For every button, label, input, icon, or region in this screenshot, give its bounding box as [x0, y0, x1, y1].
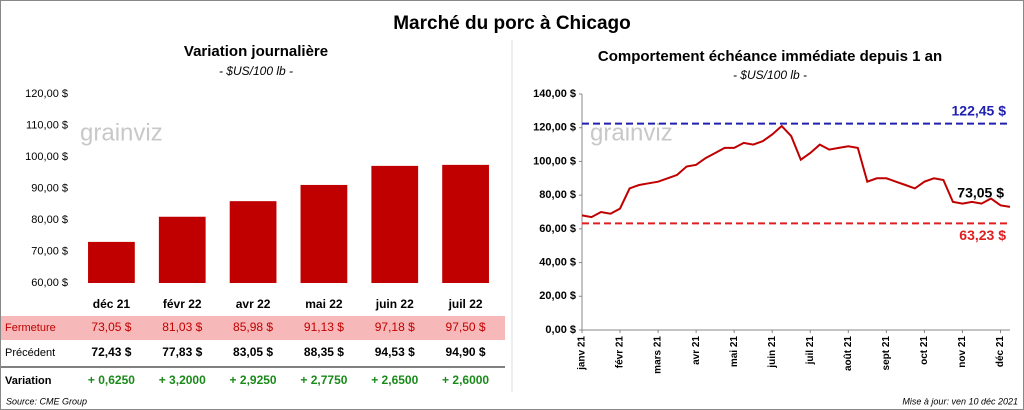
page-title: Marché du porc à Chicago: [393, 13, 631, 34]
updated: Mise à jour: ven 10 déc 2021: [902, 396, 1018, 406]
x-tick-label: mai 22: [305, 297, 343, 311]
x-tick-label: févr 21: [615, 336, 626, 369]
row-label: Précédent: [5, 347, 55, 359]
x-tick-label: févr 22: [163, 297, 202, 311]
table-cell: 77,83 $: [162, 345, 202, 359]
value-label: 91,13 $: [304, 320, 344, 334]
y-tick-label: 80,00 $: [31, 214, 68, 226]
value-label: 73,05 $: [91, 320, 131, 334]
table-cell: + 2,6500: [371, 373, 418, 387]
table-cell: + 2,9250: [230, 373, 277, 387]
bar: [88, 241, 135, 283]
y-tick-label: 70,00 $: [31, 245, 68, 257]
fermeture-row: [1, 316, 505, 340]
source: Source: CME Group: [6, 396, 87, 406]
price-line: [581, 124, 1011, 219]
bar: [158, 216, 206, 283]
x-tick-label: nov 21: [957, 336, 968, 368]
annotation: 73,05 $: [957, 185, 1004, 201]
y-tick-label: 90,00 $: [31, 182, 68, 194]
y-tick-label: 110,00 $: [26, 119, 68, 131]
y-tick-label: 40,00 $: [539, 256, 576, 268]
table-cell: + 3,2000: [159, 373, 206, 387]
watermark: grainviz: [80, 119, 163, 146]
x-tick-label: déc 21: [995, 336, 1006, 368]
y-tick-label: 100,00 $: [533, 155, 576, 167]
row-label: Variation: [5, 375, 52, 387]
table-cell: + 2,7750: [300, 373, 347, 387]
bar: [371, 165, 419, 283]
x-tick-label: avr 21: [691, 336, 702, 365]
value-label: 97,50 $: [446, 320, 486, 334]
y-tick-label: 120,00 $: [533, 122, 576, 134]
x-tick-label: mars 21: [653, 336, 664, 374]
reference-label: 122,45 $: [952, 102, 1007, 118]
reference-label: 63,23 $: [959, 227, 1006, 243]
table-cell: 94,90 $: [446, 345, 486, 359]
y-tick-label: 60,00 $: [31, 277, 68, 289]
x-tick-label: janv 21: [577, 336, 588, 371]
table-cell: + 0,6250: [88, 373, 135, 387]
x-tick-label: mai 21: [729, 336, 740, 368]
bar: [442, 164, 489, 283]
x-tick-label: juil 21: [805, 336, 816, 366]
x-tick-label: juil 22: [448, 297, 483, 311]
value-label: 97,18 $: [375, 320, 415, 334]
table-cell: 88,35 $: [304, 345, 344, 359]
x-tick-label: sept 21: [881, 336, 892, 371]
y-tick-label: 140,00 $: [533, 88, 576, 100]
y-tick-label: 80,00 $: [539, 189, 576, 201]
y-tick-label: 20,00 $: [539, 290, 576, 302]
table-cell: + 2,6000: [442, 373, 489, 387]
row-label: Fermeture: [5, 322, 56, 334]
bar: [229, 201, 277, 283]
chart-title: Comportement échéance immédiate depuis 1…: [598, 48, 942, 65]
x-tick-label: avr 22: [236, 297, 271, 311]
value-label: 85,98 $: [233, 320, 273, 334]
table-cell: 72,43 $: [91, 345, 131, 359]
table-cell: 83,05 $: [233, 345, 273, 359]
x-tick-label: août 21: [843, 336, 854, 371]
x-tick-label: oct 21: [919, 336, 930, 365]
chart-subtitle: - $US/100 lb -: [733, 68, 807, 82]
y-tick-label: 60,00 $: [539, 223, 576, 235]
chart-title: Variation journalière: [184, 43, 328, 60]
x-tick-label: déc 21: [93, 297, 131, 311]
bar: [300, 184, 348, 283]
x-tick-label: juin 22: [375, 297, 414, 311]
table-cell: 94,53 $: [375, 345, 415, 359]
value-label: 81,03 $: [162, 320, 202, 334]
x-tick-label: juin 21: [767, 336, 778, 369]
y-tick-label: 0,00 $: [545, 324, 576, 336]
y-tick-label: 120,00 $: [25, 88, 68, 100]
y-tick-label: 100,00 $: [25, 151, 68, 163]
chart-subtitle: - $US/100 lb -: [219, 64, 293, 78]
